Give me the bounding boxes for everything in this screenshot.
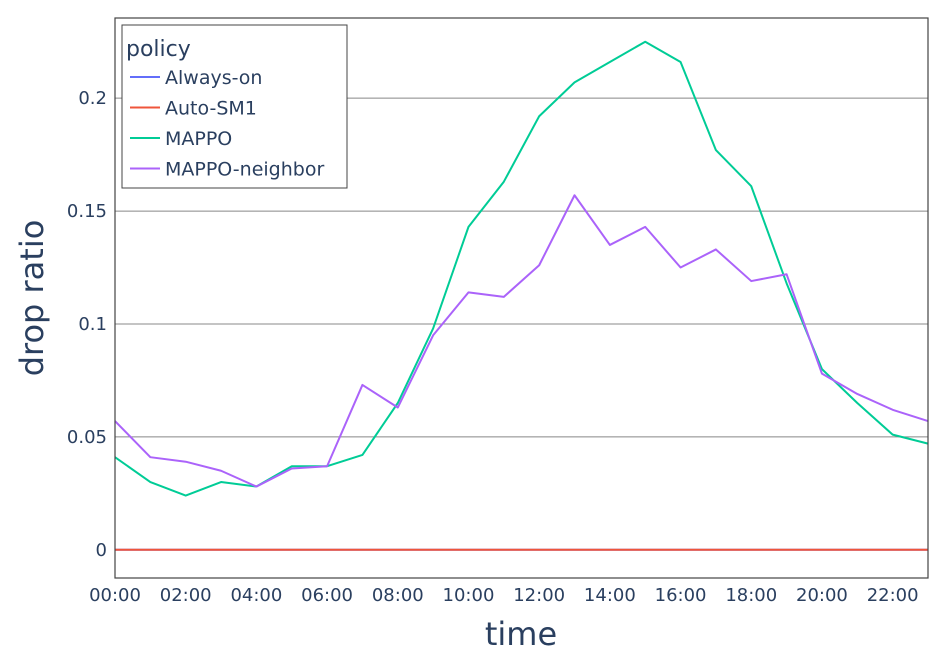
y-tick-label: 0.1 <box>78 314 107 335</box>
legend-item[interactable]: MAPPO <box>130 128 232 150</box>
legend-items: Always-on Auto-SM1 MAPPO MAPPO-neighbor <box>130 67 324 181</box>
y-tick-label: 0.05 <box>67 427 107 448</box>
x-tick-label: 14:00 <box>584 585 636 606</box>
x-tick-label: 06:00 <box>301 585 353 606</box>
series-line-mappo-neighbor <box>114 194 929 488</box>
legend-item[interactable]: Auto-SM1 <box>130 98 257 120</box>
y-tick-label: 0.2 <box>78 88 107 109</box>
x-tick-label: 18:00 <box>725 585 777 606</box>
x-tick-labels: 00:00 02:00 04:00 06:00 08:00 10:00 12:00 14:00… <box>89 585 919 606</box>
y-tick-label: 0 <box>96 540 107 561</box>
x-tick-label: 10:00 <box>443 585 495 606</box>
legend-label: MAPPO <box>165 128 232 150</box>
x-tick-label: 08:00 <box>372 585 424 606</box>
y-tick-label: 0.15 <box>67 201 107 222</box>
legend-label: MAPPO-neighbor <box>165 159 324 181</box>
x-tick-label: 00:00 <box>89 585 141 606</box>
x-tick-label: 20:00 <box>796 585 848 606</box>
plot-frame <box>114 17 929 579</box>
series-lines <box>114 40 929 551</box>
legend-title: policy <box>126 37 191 62</box>
legend-item[interactable]: MAPPO-neighbor <box>130 159 324 181</box>
y-tick-labels: 0 0.05 0.1 0.15 0.2 <box>67 88 107 561</box>
legend-item[interactable]: Always-on <box>130 67 262 89</box>
legend: policy Always-on Auto-SM1 MAPPO MAPPO-neigh… <box>121 24 348 189</box>
series-line-mappo <box>114 40 929 497</box>
x-tick-label: 04:00 <box>230 585 282 606</box>
y-axis-title: drop ratio <box>13 220 51 377</box>
x-tick-label: 02:00 <box>160 585 212 606</box>
x-tick-label: 16:00 <box>655 585 707 606</box>
x-tick-label: 12:00 <box>513 585 565 606</box>
legend-label: Always-on <box>165 67 262 89</box>
legend-label: Auto-SM1 <box>165 98 257 120</box>
x-tick-label: 22:00 <box>867 585 919 606</box>
x-axis-title: time <box>485 615 557 651</box>
